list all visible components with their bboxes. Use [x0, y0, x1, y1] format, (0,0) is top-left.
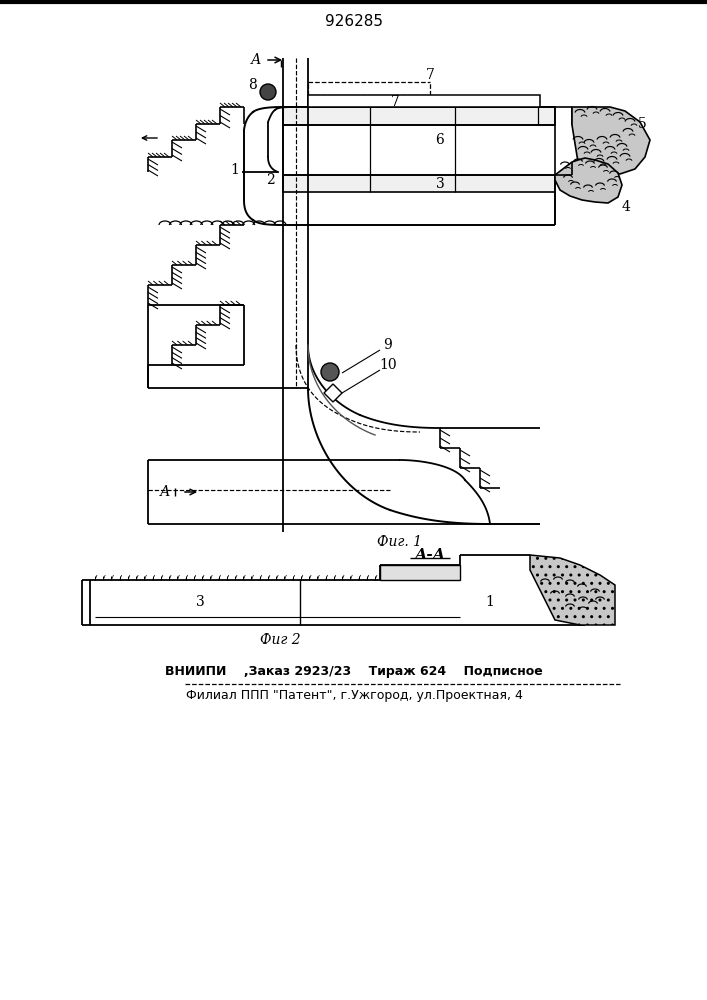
Text: ВНИИПИ    ,Заказ 2923/23    Тираж 624    Подписное: ВНИИПИ ,Заказ 2923/23 Тираж 624 Подписно… [165, 666, 543, 678]
Circle shape [260, 84, 276, 100]
Text: 3: 3 [436, 177, 445, 191]
Text: 1: 1 [486, 595, 494, 609]
Polygon shape [283, 107, 555, 125]
Text: 6: 6 [436, 133, 445, 147]
Text: Фиг 2: Фиг 2 [259, 633, 300, 647]
Polygon shape [324, 384, 342, 402]
Circle shape [321, 363, 339, 381]
Polygon shape [308, 95, 540, 107]
Text: 10: 10 [379, 358, 397, 372]
Text: 2: 2 [266, 173, 274, 187]
Text: 1: 1 [230, 163, 240, 177]
Text: 7: 7 [390, 95, 399, 109]
Polygon shape [572, 107, 650, 174]
Text: А: А [160, 485, 170, 499]
Text: 8: 8 [249, 78, 257, 92]
Polygon shape [283, 175, 555, 192]
Text: Филиал ППП "Патент", г.Ужгород, ул.Проектная, 4: Филиал ППП "Патент", г.Ужгород, ул.Проек… [185, 690, 522, 702]
Text: 3: 3 [196, 595, 204, 609]
Polygon shape [555, 158, 622, 203]
Text: А-А: А-А [414, 548, 445, 562]
Text: 9: 9 [384, 338, 392, 352]
Polygon shape [530, 555, 615, 625]
Text: А: А [250, 53, 261, 67]
Text: 926285: 926285 [325, 13, 383, 28]
Text: 5: 5 [638, 117, 646, 131]
Text: 4: 4 [621, 200, 631, 214]
Text: 7: 7 [426, 68, 434, 82]
Text: Фиг. 1: Фиг. 1 [378, 535, 423, 549]
Polygon shape [380, 565, 460, 580]
